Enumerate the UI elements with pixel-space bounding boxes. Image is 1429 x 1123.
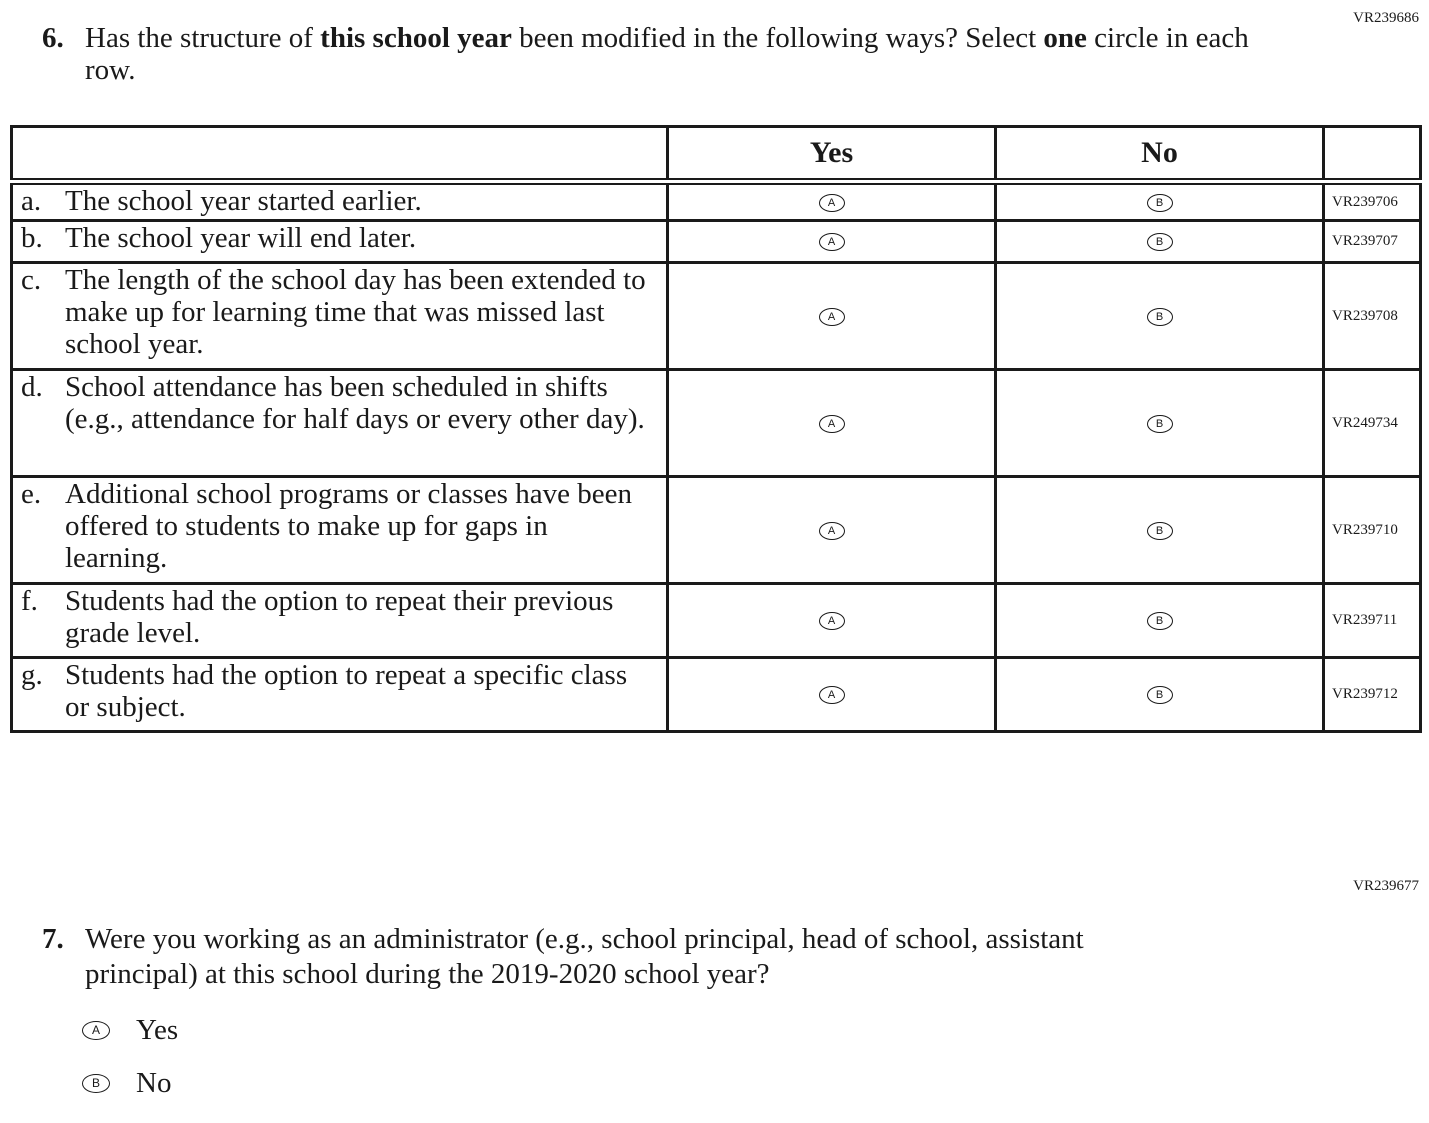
question-text: Has the structure of this school year be…	[85, 22, 1249, 86]
row-letter: c.	[21, 264, 42, 296]
row-letter: a.	[21, 185, 42, 217]
header-blank	[10, 125, 669, 183]
question-6: 6. Has the structure of this school year…	[42, 22, 1262, 86]
bubble-b-no[interactable]: B	[1146, 686, 1173, 704]
header-row: Yes No	[10, 125, 1422, 183]
table-row: g. Students had the option to repeat a sp…	[10, 656, 1422, 733]
option-label: No	[136, 1067, 172, 1099]
row-item: e. Additional school programs or classes …	[10, 475, 669, 585]
option-no[interactable]: B No	[82, 1067, 171, 1100]
yes-cell: A	[666, 656, 997, 733]
row-item: c. The length of the school day has been …	[10, 261, 669, 371]
yes-cell: A	[666, 582, 997, 659]
question-code: VR239677	[1353, 878, 1419, 894]
option-label: Yes	[136, 1014, 179, 1046]
row-item: a. The school year started earlier.	[10, 178, 669, 222]
row-text: Additional school programs or classes ha…	[65, 478, 632, 574]
bubble-a-yes[interactable]: A	[818, 612, 845, 630]
yes-cell: A	[666, 475, 997, 585]
row-letter: e.	[21, 478, 42, 510]
yes-cell: A	[666, 261, 997, 371]
row-code: VR239712	[1322, 656, 1422, 733]
header-code	[1322, 125, 1422, 183]
row-item: d. School attendance has been scheduled i…	[10, 368, 669, 478]
table-row: d. School attendance has been scheduled i…	[10, 368, 1422, 478]
no-cell: B	[994, 656, 1325, 733]
table-row: a. The school year started earlier. A B V…	[10, 178, 1422, 222]
row-item: b. The school year will end later.	[10, 219, 669, 264]
bubble-a[interactable]: A	[82, 1021, 110, 1040]
row-text: The school year will end later.	[65, 222, 417, 254]
row-code: VR239707	[1322, 219, 1422, 264]
table-row: b. The school year will end later. A B VR…	[10, 219, 1422, 264]
bubble-a-yes[interactable]: A	[818, 414, 845, 433]
row-letter: d.	[21, 371, 43, 403]
bubble-a-yes[interactable]: A	[818, 233, 845, 251]
row-text: Students had the option to repeat a spec…	[65, 659, 628, 723]
bubble-b-no[interactable]: B	[1146, 612, 1173, 630]
question-number: 7.	[42, 923, 64, 955]
row-letter: b.	[21, 222, 43, 254]
row-item: f. Students had the option to repeat thei…	[10, 582, 669, 659]
no-cell: B	[994, 582, 1325, 659]
row-text: The school year started earlier.	[65, 185, 422, 217]
row-text: Students had the option to repeat their …	[65, 585, 614, 649]
row-code: VR239706	[1322, 178, 1422, 222]
question-7: 7. Were you working as an administrator …	[42, 922, 1142, 992]
row-text: The length of the school day has been ex…	[65, 264, 646, 360]
bubble-b-no[interactable]: B	[1146, 233, 1173, 251]
no-cell: B	[994, 475, 1325, 585]
bubble-a-yes[interactable]: A	[818, 521, 845, 540]
question-code: VR239686	[1353, 10, 1419, 26]
yes-cell: A	[666, 219, 997, 264]
question-text: Were you working as an administrator (e.…	[85, 923, 1084, 990]
header-yes: Yes	[666, 125, 997, 183]
row-text: School attendance has been scheduled in …	[65, 371, 645, 435]
table-row: c. The length of the school day has been …	[10, 261, 1422, 371]
table-row: e. Additional school programs or classes …	[10, 475, 1422, 585]
bubble-a-yes[interactable]: A	[818, 193, 845, 212]
row-letter: g.	[21, 659, 43, 691]
yes-cell: A	[666, 178, 997, 222]
bubble-a-yes[interactable]: A	[818, 307, 845, 326]
header-no: No	[994, 125, 1325, 183]
question-6-grid: Yes No a. The school year started earlier…	[10, 125, 1422, 733]
row-letter: f.	[21, 585, 38, 617]
no-cell: B	[994, 261, 1325, 371]
yes-cell: A	[666, 368, 997, 478]
bubble-b-no[interactable]: B	[1146, 521, 1173, 540]
row-code: VR239710	[1322, 475, 1422, 585]
bubble-b-no[interactable]: B	[1146, 193, 1173, 212]
question-number: 6.	[42, 22, 64, 54]
row-item: g. Students had the option to repeat a sp…	[10, 656, 669, 733]
bubble-b-no[interactable]: B	[1146, 414, 1173, 433]
row-code: VR239711	[1322, 582, 1422, 659]
table-row: f. Students had the option to repeat thei…	[10, 582, 1422, 659]
row-code: VR239708	[1322, 261, 1422, 371]
bubble-a-yes[interactable]: A	[818, 686, 845, 704]
no-cell: B	[994, 368, 1325, 478]
bubble-b-no[interactable]: B	[1146, 307, 1173, 326]
no-cell: B	[994, 178, 1325, 222]
option-yes[interactable]: A Yes	[82, 1014, 178, 1047]
bubble-b[interactable]: B	[82, 1074, 110, 1093]
row-code: VR249734	[1322, 368, 1422, 478]
no-cell: B	[994, 219, 1325, 264]
